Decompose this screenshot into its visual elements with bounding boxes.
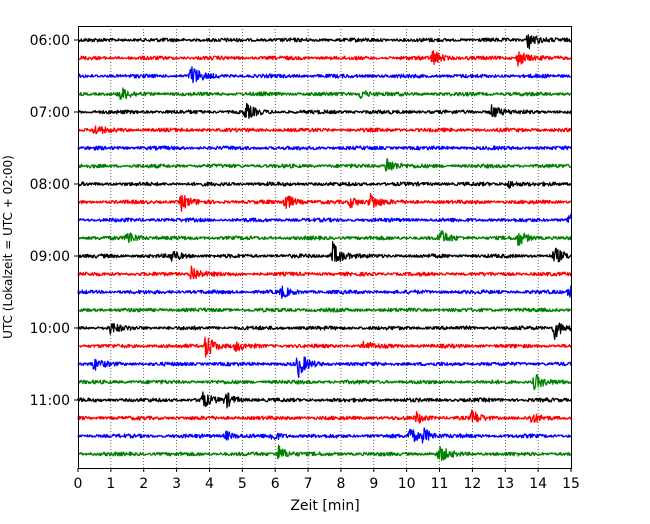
trace-row: [77, 336, 572, 358]
trace-row: [77, 66, 572, 84]
trace-row: [77, 391, 572, 409]
y-tick-label: 11:00: [30, 393, 70, 409]
trace-row: [77, 409, 572, 424]
y-tick-label: 09:00: [30, 249, 70, 265]
x-tick-label: 8: [336, 476, 345, 492]
y-tick-label: 10:00: [30, 321, 70, 337]
trace-row: [77, 322, 572, 340]
x-tick-label: 12: [463, 476, 481, 492]
x-tick-label: 9: [369, 476, 378, 492]
x-tick-label: 2: [139, 476, 148, 492]
trace-row: [77, 265, 572, 280]
trace-row: [77, 193, 572, 212]
trace-row: [77, 158, 572, 172]
trace-row: [77, 145, 572, 151]
x-tick-label: 11: [431, 476, 449, 492]
x-tick-label: 15: [562, 476, 580, 492]
x-tick-label: 5: [238, 476, 247, 492]
x-axis-label: Zeit [min]: [290, 498, 359, 514]
trace-row: [77, 230, 572, 247]
trace-row: [77, 50, 572, 67]
trace-row: [77, 34, 572, 50]
trace-row: [77, 444, 572, 461]
trace-row: [77, 356, 572, 379]
x-axis-ticks: 0 1 2 3 4 5 6 7 8 9 10 11 12 13 14 15: [74, 468, 580, 492]
x-tick-label: 7: [304, 476, 313, 492]
trace-row: [77, 285, 572, 299]
y-axis-ticks: 06:00 07:00 08:00 09:00 10:00 11:00: [30, 33, 78, 409]
y-tick-label: 08:00: [30, 177, 70, 193]
x-tick-label: 10: [398, 476, 416, 492]
x-tick-label: 6: [271, 476, 280, 492]
x-tick-label: 14: [529, 476, 547, 492]
plot-frame: [78, 26, 572, 469]
trace-row: [77, 180, 572, 189]
x-tick-label: 3: [172, 476, 181, 492]
y-axis-label: UTC (Lokalzeit = UTC + 02:00): [1, 155, 15, 339]
y-tick-label: 07:00: [30, 105, 70, 121]
trace-row: [77, 213, 572, 224]
y-tick-label: 06:00: [30, 33, 70, 49]
trace-row: [77, 125, 572, 135]
trace-row: [77, 427, 572, 444]
x-tick-label: 13: [496, 476, 514, 492]
trace-row: [77, 102, 572, 119]
x-tick-label: 0: [74, 476, 83, 492]
trace-row: [77, 307, 572, 313]
trace-layer: [77, 34, 572, 461]
x-tick-label: 1: [106, 476, 115, 492]
trace-row: [77, 240, 572, 263]
x-tick-label: 4: [205, 476, 214, 492]
trace-row: [77, 374, 572, 391]
trace-row: [77, 87, 572, 100]
